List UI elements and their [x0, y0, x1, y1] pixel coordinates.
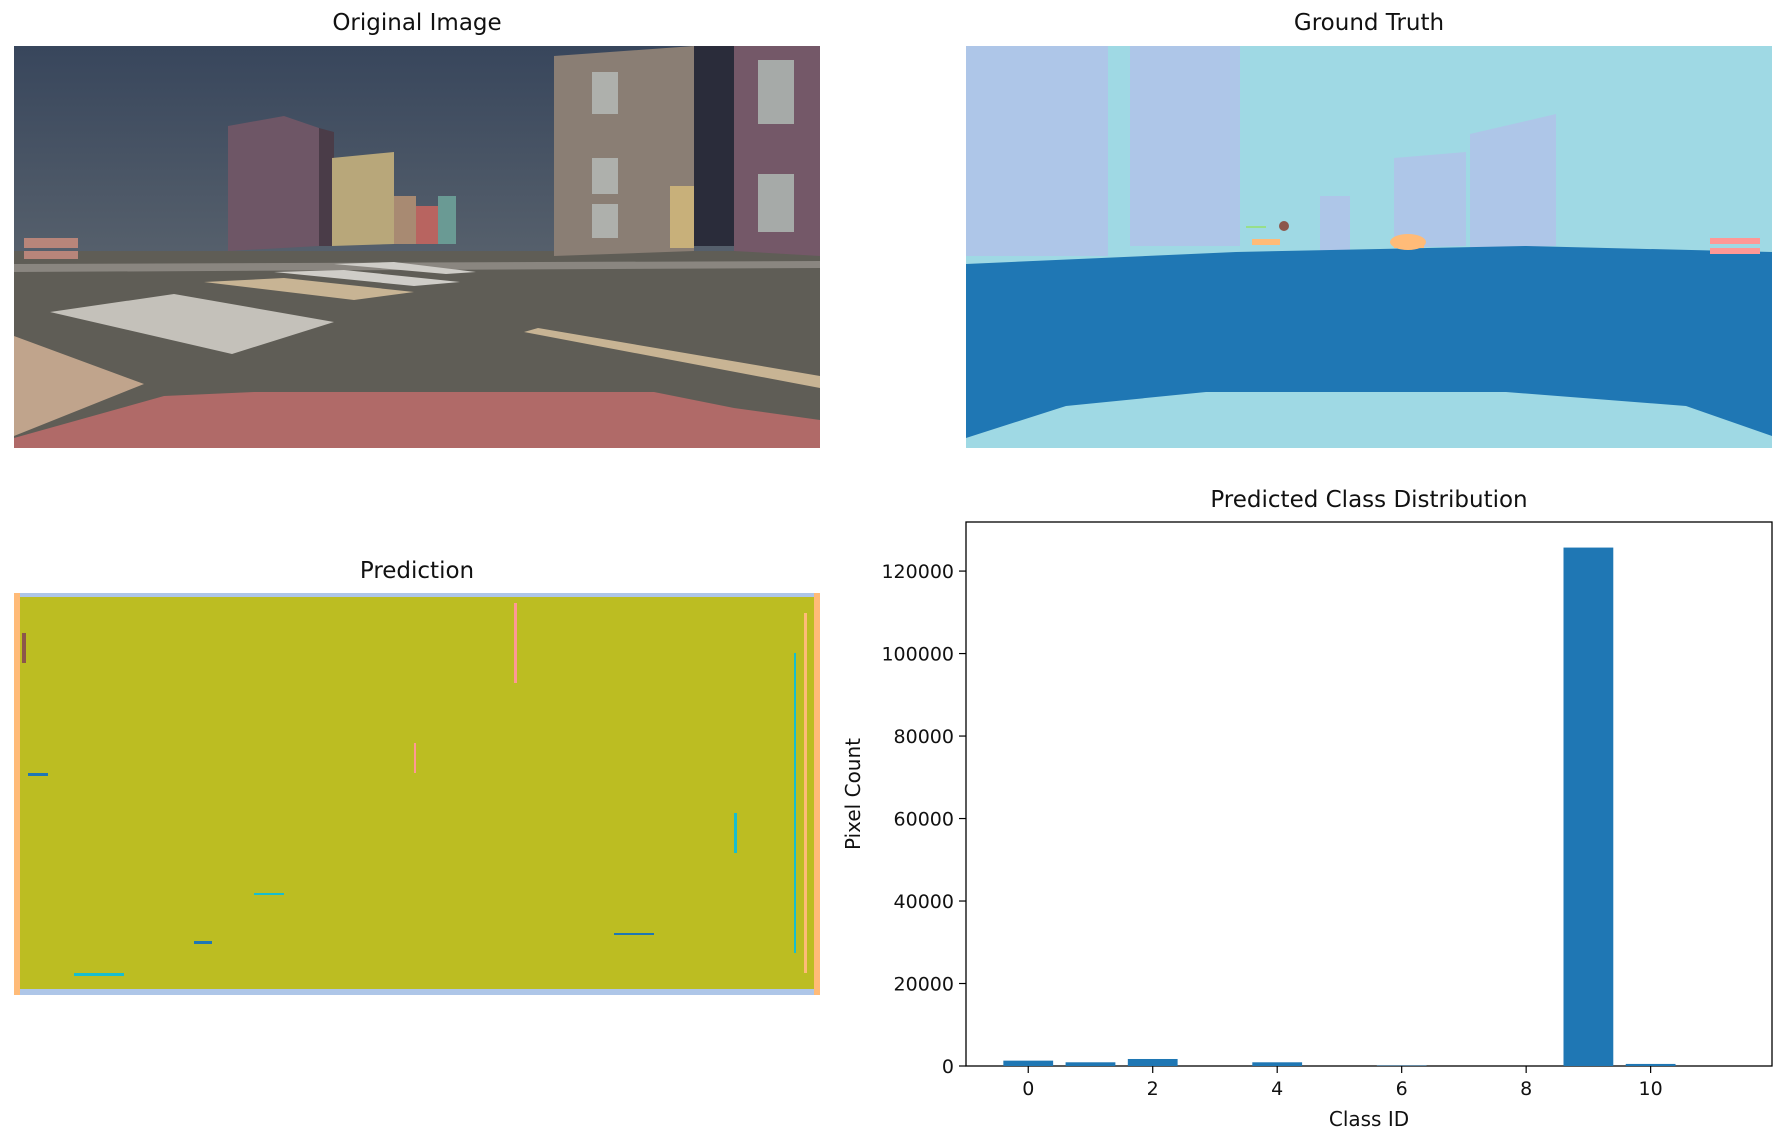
- chart-title: Predicted Class Distribution: [1210, 487, 1528, 513]
- ground-truth-image: [966, 46, 1772, 448]
- y-tick-label: 60000: [894, 809, 954, 831]
- bar-class-4: [1252, 1062, 1303, 1066]
- prediction-image: [14, 593, 820, 995]
- x-axis-label: Class ID: [1329, 1107, 1409, 1131]
- bar-class-9: [1563, 547, 1614, 1066]
- y-tick-label: 40000: [894, 891, 954, 913]
- bar-class-1: [1065, 1062, 1116, 1066]
- x-tick-label: 10: [1639, 1078, 1663, 1100]
- bar-class-2: [1127, 1058, 1178, 1066]
- original-image: [14, 46, 820, 448]
- y-tick-label: 100000: [881, 644, 954, 666]
- x-tick-label: 0: [1022, 1078, 1034, 1100]
- y-tick-label: 80000: [894, 726, 954, 748]
- bar-class-0: [1003, 1060, 1054, 1066]
- original-image-title: Original Image: [332, 10, 502, 36]
- y-axis-label: Pixel Count: [841, 738, 865, 850]
- bar-class-10: [1625, 1063, 1676, 1066]
- x-tick-label: 8: [1520, 1078, 1532, 1100]
- x-tick-label: 4: [1271, 1078, 1283, 1100]
- x-tick-label: 6: [1396, 1078, 1408, 1100]
- ground-truth-title: Ground Truth: [1293, 10, 1445, 36]
- y-tick-label: 20000: [894, 974, 954, 996]
- y-tick-label: 0: [942, 1056, 954, 1078]
- x-tick-label: 2: [1147, 1078, 1159, 1100]
- plot-frame: [965, 521, 1773, 1067]
- y-tick-label: 120000: [881, 561, 954, 583]
- prediction-title: Prediction: [359, 558, 475, 584]
